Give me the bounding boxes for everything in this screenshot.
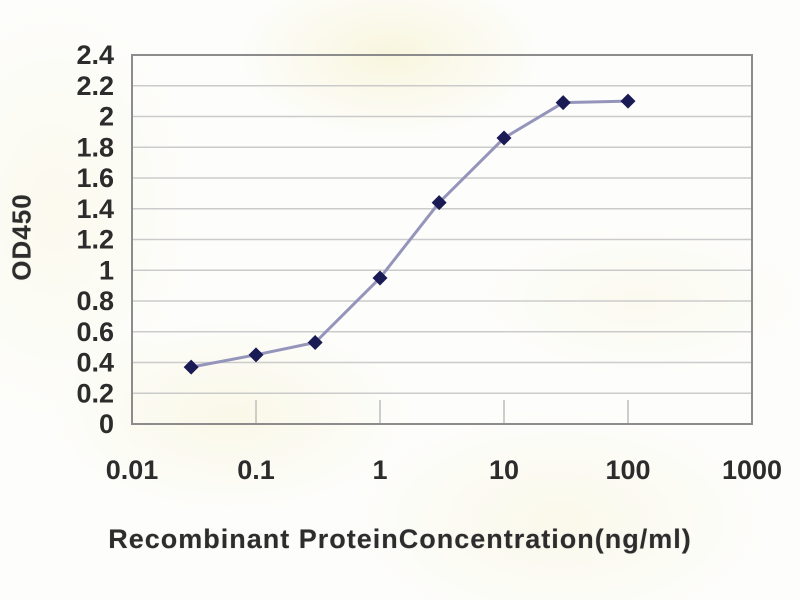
y-tick-label: 0.6 bbox=[76, 317, 114, 347]
y-tick-label: 1.8 bbox=[76, 132, 114, 162]
x-axis-title: Recombinant ProteinConcentration(ng/ml) bbox=[108, 524, 692, 554]
y-tick-label: 0.4 bbox=[76, 348, 114, 378]
y-tick-label: 1 bbox=[99, 255, 114, 285]
data-point-marker bbox=[555, 95, 571, 111]
x-tick-label: 0.01 bbox=[106, 455, 159, 485]
data-point-marker bbox=[183, 359, 199, 375]
y-tick-label: 1.4 bbox=[76, 194, 114, 224]
data-point-marker bbox=[248, 347, 264, 363]
y-tick-label: 0 bbox=[99, 409, 114, 439]
data-point-marker bbox=[431, 195, 447, 211]
data-point-marker bbox=[307, 335, 323, 351]
y-axis-title: OD450 bbox=[6, 193, 37, 281]
y-tick-label: 2 bbox=[99, 102, 114, 132]
y-tick-label: 0.2 bbox=[76, 378, 114, 408]
plot-border bbox=[131, 54, 753, 425]
y-tick-label: 2.4 bbox=[76, 40, 114, 70]
x-tick-label: 0.1 bbox=[237, 455, 275, 485]
y-tick-label: 1.2 bbox=[76, 225, 114, 255]
x-tick-label: 1000 bbox=[722, 455, 782, 485]
data-point-marker bbox=[620, 93, 636, 109]
y-tick-label: 1.6 bbox=[76, 163, 114, 193]
x-tick-label: 1 bbox=[372, 455, 387, 485]
y-tick-label: 2.2 bbox=[76, 71, 114, 101]
data-point-marker bbox=[496, 130, 512, 146]
data-point-marker bbox=[372, 270, 388, 286]
x-tick-label: 100 bbox=[605, 455, 650, 485]
series-line bbox=[189, 99, 630, 369]
y-tick-label: 0.8 bbox=[76, 286, 114, 316]
x-tick-label: 10 bbox=[489, 455, 519, 485]
